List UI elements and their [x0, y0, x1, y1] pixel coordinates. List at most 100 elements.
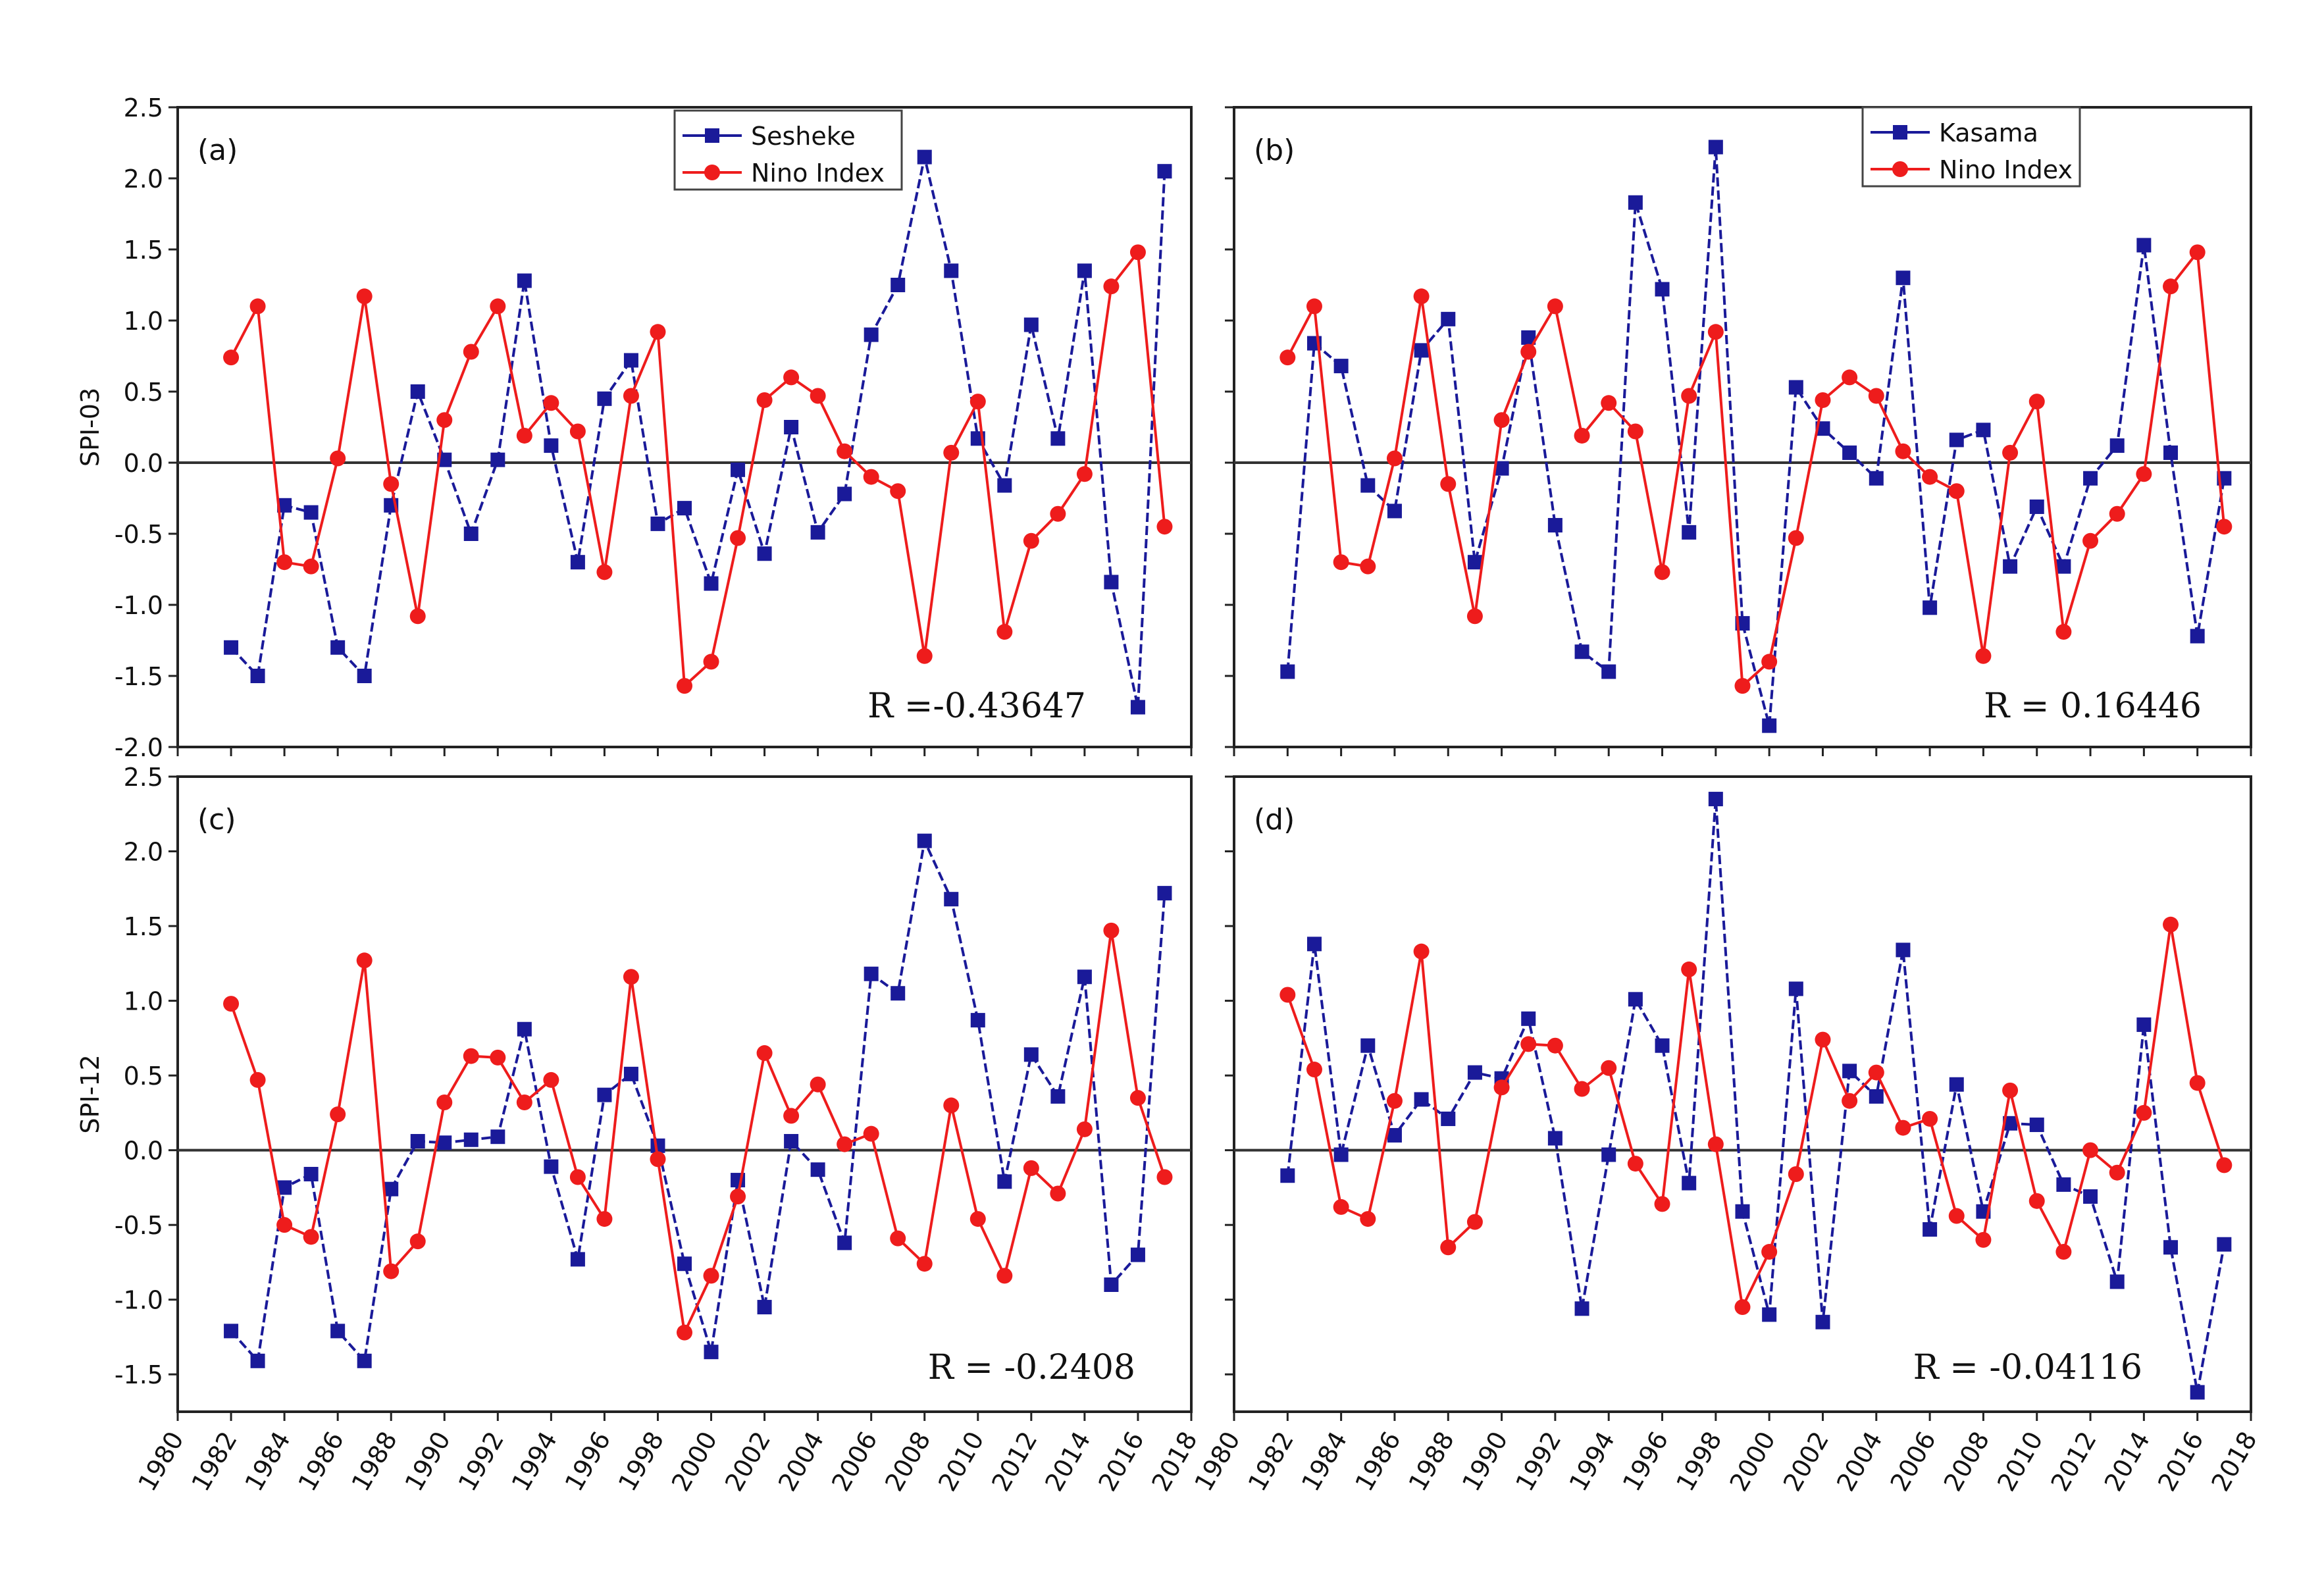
x-tick-label: 1990 — [1457, 1427, 1513, 1497]
data-point-circle — [1654, 1196, 1670, 1212]
data-point-circle — [1520, 344, 1537, 360]
data-point-circle — [1023, 1160, 1039, 1176]
data-point-square — [917, 149, 932, 165]
x-tick-label: 2004 — [1831, 1427, 1888, 1497]
data-point-circle — [1868, 388, 1884, 404]
data-point-square — [1923, 1222, 1938, 1237]
data-point-circle — [863, 469, 879, 485]
data-point-circle — [2136, 466, 2152, 482]
plot-frame — [1233, 775, 2252, 1413]
data-point-circle — [810, 388, 826, 404]
data-point-circle — [1493, 412, 1510, 428]
data-point-circle — [1922, 1110, 1938, 1127]
data-point-circle — [1895, 1120, 1911, 1136]
x-tick-label: 2014 — [1039, 1427, 1096, 1497]
data-point-circle — [303, 1229, 319, 1245]
data-point-circle — [783, 1108, 800, 1124]
y-tick-label: 1.5 — [124, 236, 163, 265]
data-point-circle — [2163, 916, 2179, 933]
data-point-square — [1077, 969, 1092, 985]
data-point-circle — [1103, 922, 1120, 939]
data-point-square — [2109, 1274, 2125, 1289]
x-tick-label: 1988 — [1403, 1427, 1460, 1497]
data-point-square — [570, 1252, 585, 1267]
data-point-circle — [2109, 1164, 2125, 1181]
data-point-circle — [2216, 1157, 2233, 1173]
data-point-circle — [1279, 987, 1296, 1003]
data-point-circle — [1815, 1031, 1831, 1048]
data-point-square — [1976, 423, 1991, 438]
series-line — [1286, 147, 2226, 727]
data-point-square — [1896, 942, 1911, 958]
data-point-circle — [2189, 244, 2206, 261]
data-point-circle — [703, 1268, 719, 1284]
data-point-circle — [837, 1136, 853, 1152]
series-sesheke — [224, 149, 1172, 715]
data-point-circle — [1574, 1081, 1590, 1097]
legend-label: Nino Index — [1939, 155, 2073, 184]
y-tick-label: 2.5 — [124, 93, 163, 122]
x-tick-label: 2000 — [1724, 1427, 1780, 1497]
data-point-circle — [2055, 1244, 2072, 1260]
data-point-square — [784, 1134, 799, 1149]
data-point-circle — [890, 483, 906, 500]
data-point-square — [357, 1353, 372, 1368]
data-point-square — [2190, 1385, 2205, 1400]
data-point-circle — [1279, 349, 1296, 366]
data-point-square — [224, 1324, 239, 1339]
data-point-square — [2083, 1189, 2098, 1204]
x-tick-label: 2010 — [1992, 1427, 2048, 1497]
y-tick-label: 2.0 — [124, 165, 163, 193]
data-point-square — [1735, 1204, 1750, 1219]
data-point-square — [2217, 1237, 2232, 1252]
data-point-square — [2163, 1240, 2179, 1255]
data-point-circle — [1707, 324, 1724, 340]
data-point-square — [757, 1300, 772, 1315]
data-point-circle — [436, 1094, 453, 1110]
data-point-square — [1306, 937, 1322, 952]
data-point-square — [1467, 1065, 1482, 1080]
data-point-square — [1949, 1077, 1964, 1092]
x-tick-label: 2004 — [773, 1427, 829, 1497]
data-point-square — [864, 327, 879, 342]
x-tick-label: 1998 — [613, 1427, 669, 1497]
data-point-square — [997, 1174, 1012, 1189]
data-point-square — [544, 438, 559, 453]
correlation-annotation: R = -0.04116 — [1913, 1348, 2142, 1387]
y-tick-label: -0.5 — [115, 1211, 163, 1240]
data-point-square — [410, 384, 425, 399]
data-point-circle — [1681, 961, 1697, 977]
data-point-square — [1333, 1147, 1349, 1162]
data-point-square — [2056, 559, 2071, 574]
data-point-circle — [1948, 1208, 1965, 1224]
data-point-circle — [756, 392, 773, 408]
y-tick-label: 2.5 — [124, 763, 163, 792]
legend-marker-square — [1893, 125, 1907, 140]
data-point-square — [250, 1353, 265, 1368]
data-point-square — [1762, 718, 1777, 733]
data-point-square — [1130, 1247, 1145, 1262]
data-point-circle — [543, 395, 559, 411]
data-point-circle — [916, 1256, 933, 1272]
series-line — [230, 157, 1166, 708]
data-point-square — [517, 273, 532, 288]
data-point-circle — [1076, 466, 1093, 482]
data-point-circle — [650, 1151, 666, 1168]
data-point-square — [1682, 1175, 1697, 1191]
y-tick-label: -0.5 — [115, 520, 163, 549]
series-nino-index — [223, 922, 1173, 1341]
data-point-square — [2136, 238, 2152, 253]
series-nino-index — [1279, 916, 2233, 1316]
data-point-square — [277, 498, 292, 513]
x-tick-label: 1980 — [1189, 1427, 1245, 1497]
y-tick-label: 0.0 — [124, 449, 163, 478]
data-point-square — [597, 391, 612, 406]
data-point-circle — [383, 476, 400, 492]
data-point-circle — [596, 1211, 613, 1227]
data-point-circle — [1520, 1036, 1537, 1052]
data-point-square — [1896, 270, 1911, 286]
data-point-square — [704, 1345, 719, 1360]
x-tick-label: 2002 — [719, 1427, 776, 1497]
data-point-square — [1788, 380, 1803, 395]
series-nino-index — [223, 244, 1173, 694]
